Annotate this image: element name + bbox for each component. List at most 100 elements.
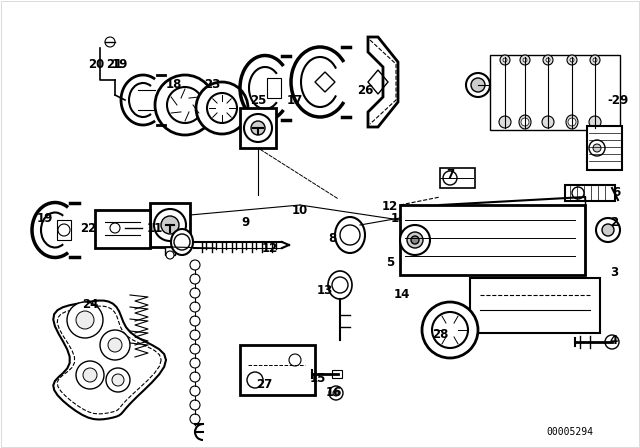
Circle shape — [76, 361, 104, 389]
Circle shape — [105, 37, 115, 47]
Text: 19: 19 — [112, 59, 128, 72]
Bar — [165, 247, 175, 255]
Text: 28: 28 — [432, 328, 448, 341]
Circle shape — [167, 87, 203, 123]
Circle shape — [190, 316, 200, 326]
Bar — [400, 205, 585, 275]
Circle shape — [500, 55, 510, 65]
Text: 9: 9 — [241, 215, 249, 228]
Text: 12: 12 — [382, 201, 398, 214]
Circle shape — [155, 75, 215, 135]
Text: 1: 1 — [391, 211, 399, 224]
Text: 17: 17 — [287, 94, 303, 107]
Text: 5: 5 — [386, 257, 394, 270]
Circle shape — [407, 232, 423, 248]
Ellipse shape — [566, 115, 578, 129]
Text: 26: 26 — [357, 83, 373, 96]
Bar — [267, 78, 281, 98]
Circle shape — [568, 118, 576, 126]
Text: 2: 2 — [610, 215, 618, 228]
Bar — [470, 278, 600, 333]
Circle shape — [443, 171, 457, 185]
Circle shape — [190, 260, 200, 270]
Circle shape — [83, 368, 97, 382]
Circle shape — [596, 218, 620, 242]
Circle shape — [76, 311, 94, 329]
Circle shape — [190, 302, 200, 312]
Circle shape — [567, 55, 577, 65]
Circle shape — [207, 93, 237, 123]
Circle shape — [106, 368, 130, 392]
Ellipse shape — [335, 217, 365, 253]
Bar — [490, 55, 620, 130]
Text: 7: 7 — [446, 168, 454, 181]
Circle shape — [546, 58, 550, 62]
Bar — [150, 203, 190, 247]
Text: 8: 8 — [328, 232, 336, 245]
Circle shape — [190, 372, 200, 382]
Text: 11: 11 — [147, 221, 163, 234]
Circle shape — [333, 390, 339, 396]
Text: 19: 19 — [37, 211, 53, 224]
Circle shape — [422, 302, 478, 358]
Bar — [57, 220, 71, 240]
Ellipse shape — [328, 271, 352, 299]
Bar — [332, 370, 342, 378]
Circle shape — [329, 386, 343, 400]
Circle shape — [593, 58, 597, 62]
Text: 13: 13 — [317, 284, 333, 297]
Circle shape — [466, 73, 490, 97]
Bar — [565, 185, 615, 201]
Bar — [587, 126, 622, 170]
Circle shape — [190, 274, 200, 284]
Circle shape — [432, 312, 468, 348]
Text: 18: 18 — [166, 78, 182, 91]
Circle shape — [67, 302, 103, 338]
Ellipse shape — [519, 115, 531, 129]
Circle shape — [154, 209, 186, 241]
Bar — [240, 108, 276, 148]
Circle shape — [161, 216, 179, 234]
Text: 27: 27 — [256, 379, 272, 392]
Text: 3: 3 — [610, 266, 618, 279]
Circle shape — [190, 288, 200, 298]
Circle shape — [110, 223, 120, 233]
Circle shape — [589, 116, 601, 128]
Circle shape — [400, 225, 430, 255]
Text: 16: 16 — [326, 387, 342, 400]
Circle shape — [572, 187, 584, 199]
Text: 6: 6 — [612, 186, 620, 199]
Text: 25: 25 — [250, 94, 266, 107]
Circle shape — [100, 330, 130, 360]
Circle shape — [166, 251, 174, 259]
Circle shape — [593, 144, 601, 152]
Circle shape — [340, 225, 360, 245]
Text: 24: 24 — [82, 298, 98, 311]
Circle shape — [58, 224, 70, 236]
Circle shape — [244, 114, 272, 142]
Circle shape — [190, 400, 200, 410]
Circle shape — [570, 58, 574, 62]
Bar — [240, 345, 315, 395]
Circle shape — [523, 58, 527, 62]
Text: 15: 15 — [310, 371, 326, 384]
Text: 21: 21 — [106, 59, 122, 72]
Circle shape — [108, 338, 122, 352]
Circle shape — [521, 118, 529, 126]
Circle shape — [520, 55, 530, 65]
Circle shape — [251, 121, 265, 135]
Text: 20: 20 — [88, 59, 104, 72]
Circle shape — [190, 386, 200, 396]
Circle shape — [602, 224, 614, 236]
Bar — [440, 168, 475, 188]
Circle shape — [190, 330, 200, 340]
Circle shape — [247, 372, 263, 388]
Text: 22: 22 — [80, 221, 96, 234]
Circle shape — [605, 335, 619, 349]
Circle shape — [499, 116, 511, 128]
Circle shape — [589, 140, 605, 156]
Circle shape — [112, 374, 124, 386]
Text: 00005294: 00005294 — [547, 427, 593, 437]
Circle shape — [190, 344, 200, 354]
Text: -29: -29 — [607, 94, 628, 107]
